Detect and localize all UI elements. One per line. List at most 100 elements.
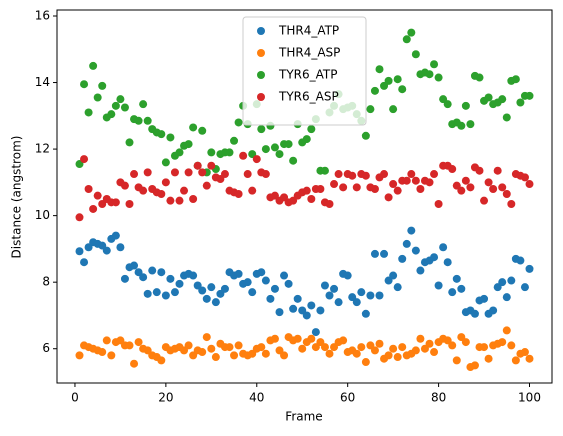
point xyxy=(307,125,316,134)
point xyxy=(111,101,120,110)
point xyxy=(166,196,175,205)
point xyxy=(111,198,120,207)
point xyxy=(180,186,189,195)
point xyxy=(339,183,348,192)
point xyxy=(198,348,207,357)
point xyxy=(520,173,529,182)
point xyxy=(80,155,89,164)
point xyxy=(484,354,493,363)
point xyxy=(393,353,402,362)
y-tick-label: 12 xyxy=(35,142,50,156)
point xyxy=(157,130,166,139)
point xyxy=(357,343,366,352)
point xyxy=(398,343,407,352)
y-tick-label: 14 xyxy=(35,75,50,89)
y-tick-label: 10 xyxy=(35,208,50,222)
point xyxy=(280,351,289,360)
point xyxy=(516,256,525,265)
point xyxy=(302,311,311,320)
point xyxy=(470,361,479,370)
x-tick-label: 100 xyxy=(518,391,541,405)
point xyxy=(234,118,243,127)
point xyxy=(75,351,84,360)
x-tick-label: 60 xyxy=(340,391,355,405)
point xyxy=(107,110,116,119)
point xyxy=(507,199,516,208)
point xyxy=(430,60,439,69)
point xyxy=(516,98,525,107)
point xyxy=(80,80,89,89)
point xyxy=(134,338,143,347)
point xyxy=(270,143,279,152)
point xyxy=(225,343,234,352)
point xyxy=(502,113,511,122)
point xyxy=(380,249,389,258)
point xyxy=(330,180,339,189)
point xyxy=(457,186,466,195)
point xyxy=(416,334,425,343)
x-tick-label: 80 xyxy=(431,391,446,405)
point xyxy=(302,186,311,195)
point xyxy=(511,75,520,84)
point xyxy=(125,341,134,350)
point xyxy=(143,116,152,125)
point xyxy=(193,161,202,170)
point xyxy=(384,76,393,85)
point xyxy=(389,180,398,189)
point xyxy=(443,258,452,267)
point xyxy=(361,358,370,367)
point xyxy=(220,284,229,293)
plot-frame xyxy=(56,9,553,384)
point xyxy=(107,351,116,360)
point xyxy=(270,284,279,293)
point xyxy=(139,273,148,282)
point xyxy=(361,171,370,180)
point xyxy=(348,171,357,180)
point xyxy=(175,196,184,205)
point xyxy=(120,274,129,283)
legend-marker xyxy=(257,49,265,57)
point xyxy=(502,190,511,199)
point xyxy=(480,343,489,352)
point xyxy=(248,288,257,297)
point xyxy=(257,268,266,277)
point xyxy=(284,279,293,288)
point xyxy=(343,271,352,280)
point xyxy=(157,356,166,365)
point xyxy=(498,183,507,192)
point xyxy=(157,190,166,199)
point xyxy=(143,168,152,177)
point xyxy=(202,333,211,342)
point xyxy=(202,294,211,303)
legend-marker xyxy=(257,93,265,101)
point xyxy=(370,185,379,194)
point xyxy=(261,349,270,358)
point xyxy=(220,170,229,179)
point xyxy=(148,266,157,275)
legend-label: TYR6_ASP xyxy=(278,90,339,104)
point xyxy=(98,81,107,90)
point xyxy=(525,264,534,273)
point xyxy=(130,359,139,368)
x-tick-label: 0 xyxy=(71,391,79,405)
point xyxy=(143,289,152,298)
point xyxy=(480,294,489,303)
point xyxy=(334,170,343,179)
y-tick-label: 16 xyxy=(35,8,50,22)
point xyxy=(289,156,298,165)
point xyxy=(370,249,379,258)
point xyxy=(266,294,275,303)
point xyxy=(120,103,129,112)
point xyxy=(461,101,470,110)
point xyxy=(398,85,407,94)
point xyxy=(207,344,216,353)
point xyxy=(511,356,520,365)
point xyxy=(457,121,466,130)
point xyxy=(198,126,207,135)
point xyxy=(525,354,534,363)
point xyxy=(152,288,161,297)
point xyxy=(211,298,220,307)
point xyxy=(434,73,443,82)
legend-label: THR4_ASP xyxy=(278,46,340,60)
